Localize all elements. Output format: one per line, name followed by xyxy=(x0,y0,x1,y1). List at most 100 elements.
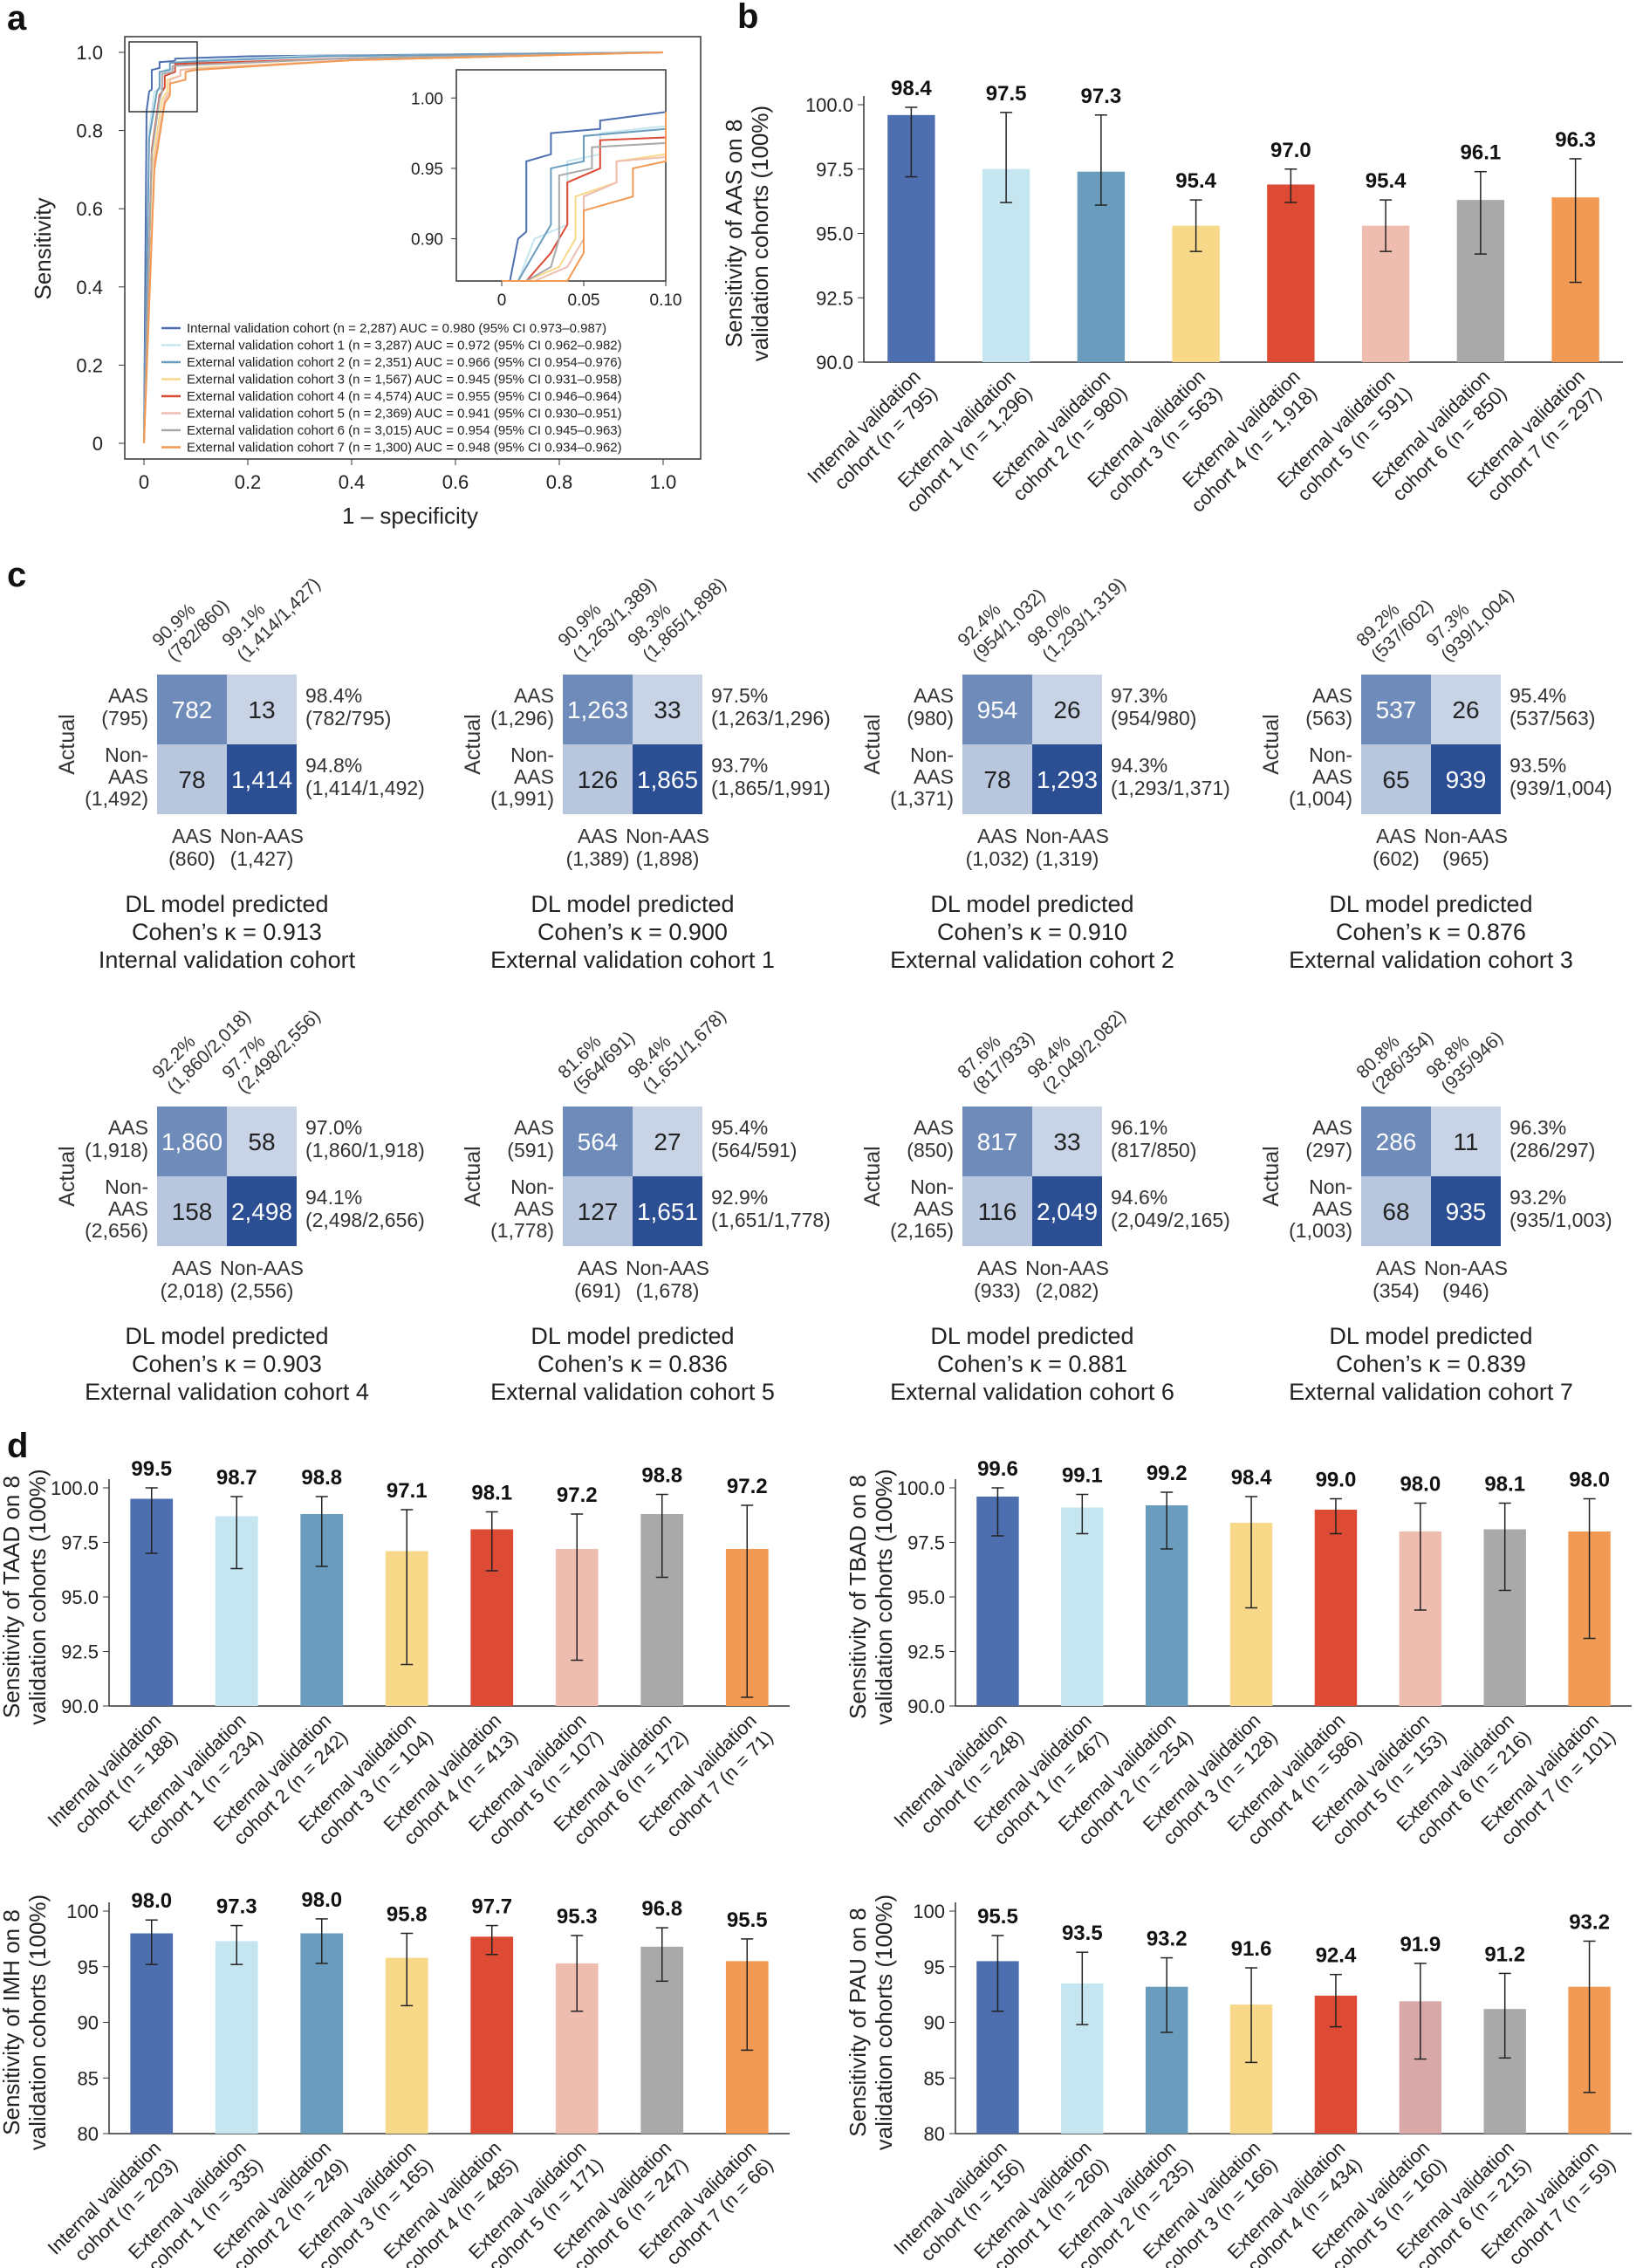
roc-inset-curve xyxy=(502,112,667,282)
cm-cell-value: 65 xyxy=(1382,766,1409,793)
tbad-ytick-label: 95.0 xyxy=(907,1586,945,1608)
cm-row-pct: 94.6% xyxy=(1111,1186,1167,1209)
cm-cell xyxy=(962,744,1032,814)
cm-title: External validation cohort 1 xyxy=(490,947,775,973)
roc-ytick-label: 0.2 xyxy=(76,354,103,376)
cm-cell xyxy=(962,675,1032,744)
roc-inset-curve xyxy=(502,112,667,282)
cm-row-n: (795) xyxy=(101,707,148,730)
roc-xtick-label: 0 xyxy=(139,471,149,493)
cm-row-n: (1,003) xyxy=(1289,1219,1352,1242)
tbad-ytick-label: 97.5 xyxy=(907,1532,945,1554)
roc-legend-entry: External validation cohort 1 (n = 3,287)… xyxy=(187,339,622,353)
imh-value-label: 98.0 xyxy=(131,1889,172,1913)
taad-sensitivity-bar-chart: 90.0 92.5 95.0 97.5 100.0 Sensitivity of TAAD… xyxy=(0,1457,790,1849)
cm-col-pct: 97.3%(939/1,004) xyxy=(1422,570,1517,665)
imh-bar xyxy=(215,1941,258,2134)
cm-cell xyxy=(563,744,633,814)
cm-col-label-aas: AAS xyxy=(578,825,618,847)
roc-inset-curve xyxy=(502,112,667,282)
roc-ytick-label: 1.0 xyxy=(76,42,103,64)
cm-row-pct-frac: (286/297) xyxy=(1510,1139,1595,1161)
roc-xtick-label: 0.2 xyxy=(235,471,262,493)
cm-cell-value: 13 xyxy=(248,696,275,723)
cm-col-label-aas: AAS xyxy=(578,1257,618,1279)
cm-actual-label: Actual xyxy=(860,714,885,774)
cm-predicted-label: DL model predicted xyxy=(1329,1323,1532,1349)
pau-ytick-label: 95 xyxy=(924,1956,945,1978)
cm-cell-value: 78 xyxy=(983,766,1010,793)
imh-value-label: 95.3 xyxy=(557,1905,598,1929)
cm-cell-value: 126 xyxy=(578,766,619,793)
cm-col-label-nonaas: Non-AAS xyxy=(1424,825,1508,847)
cm-row-n: (1,918) xyxy=(85,1139,148,1161)
pau-value-label: 91.9 xyxy=(1400,1933,1441,1956)
cm-col-label-nonaas: Non-AAS xyxy=(220,825,304,847)
cm-row-pct: 93.2% xyxy=(1510,1186,1566,1209)
aas-value-label: 97.0 xyxy=(1270,139,1311,162)
cm-row-label-nonaas: AAS xyxy=(1312,1197,1352,1220)
cm-col-label-aas: AAS xyxy=(977,1257,1017,1279)
cm-row-label-nonaas: Non- xyxy=(910,743,954,766)
cm-kappa: Cohen’s κ = 0.881 xyxy=(937,1351,1127,1377)
cm-cell xyxy=(1032,744,1102,814)
roc-curve xyxy=(143,51,664,444)
cm-col-pct: 89.2%(537/602) xyxy=(1352,581,1437,666)
aas-ylabel-line1: Sensitivity of AAS on 8 xyxy=(721,120,747,348)
roc-xtick-label: 0.6 xyxy=(442,471,469,493)
roc-ytick-label: 0.4 xyxy=(76,277,103,298)
cm-col-pct: 92.4%(954/1,032) xyxy=(954,570,1049,665)
cm-cell xyxy=(1032,675,1102,744)
cm-col-label-aas: AAS xyxy=(977,825,1017,847)
cm-col-n: (2,556) xyxy=(230,1279,294,1302)
roc-ytick-label: 0.8 xyxy=(76,120,103,142)
cm-actual-label: Actual xyxy=(461,1146,485,1206)
aas-value-label: 97.3 xyxy=(1081,85,1122,108)
imh-ytick-label: 90 xyxy=(78,2012,99,2034)
cm-row-pct-frac: (1,414/1,492) xyxy=(305,777,425,799)
cm-row-pct-frac: (537/563) xyxy=(1510,707,1595,730)
roc-curve xyxy=(143,51,664,444)
tbad-value-label: 98.0 xyxy=(1569,1469,1610,1492)
cm-col-n: (860) xyxy=(168,847,216,870)
imh-sensitivity-bar-chart: 80 85 90 95 100 Sensitivity of IMH on 8 valida… xyxy=(0,1888,790,2268)
cm-predicted-label: DL model predicted xyxy=(930,891,1133,917)
cm-row-pct-frac: (939/1,004) xyxy=(1510,777,1612,799)
cm-row-pct: 93.5% xyxy=(1510,754,1566,777)
taad-value-label: 97.1 xyxy=(387,1479,428,1503)
cm-col-label-nonaas: Non-AAS xyxy=(1424,1257,1508,1279)
imh-bar xyxy=(300,1933,344,2134)
cm-cell-value: 1,865 xyxy=(637,766,698,793)
roc-inset-curve xyxy=(502,112,667,282)
cm-row-label-aas: AAS xyxy=(1312,1116,1352,1139)
cm-cell-value: 11 xyxy=(1453,1128,1478,1155)
cm-row-label-nonaas: AAS xyxy=(914,765,954,788)
cm-cell xyxy=(227,1107,297,1176)
tbad-value-label: 99.2 xyxy=(1147,1462,1188,1485)
cm-col-pct: 99.1%(1,414/1,427) xyxy=(218,559,325,666)
imh-value-label: 95.5 xyxy=(727,1908,768,1932)
cm-row-pct-frac: (782/795) xyxy=(305,707,391,730)
roc-inset-ytick-label: 0.90 xyxy=(411,231,443,250)
roc-legend-entry: Internal validation cohort (n = 2,287) A… xyxy=(187,321,606,336)
tbad-value-label: 99.6 xyxy=(977,1457,1018,1481)
tbad-bar xyxy=(1061,1507,1104,1706)
cm-cell-value: 1,651 xyxy=(637,1198,698,1225)
tbad-value-label: 99.1 xyxy=(1062,1464,1103,1488)
roc-chart: 0 0.2 0.4 0.6 0.8 1.000.20.40.60.81.01 – spec… xyxy=(30,36,702,529)
cm-row-pct-frac: (935/1,003) xyxy=(1510,1209,1612,1231)
roc-frame xyxy=(124,36,702,460)
cm-row-pct: 92.9% xyxy=(711,1186,768,1209)
pau-value-label: 93.2 xyxy=(1569,1910,1610,1934)
cm-cell-value: 782 xyxy=(172,696,213,723)
imh-value-label: 95.8 xyxy=(387,1903,428,1927)
cm-row-n: (850) xyxy=(907,1139,954,1161)
aas-ytick-label: 92.5 xyxy=(816,287,853,309)
cm-cell xyxy=(1431,744,1501,814)
taad-ytick-label: 100.0 xyxy=(51,1477,99,1499)
cm-row-pct: 96.3% xyxy=(1510,1116,1566,1139)
cm-row-label-nonaas: AAS xyxy=(514,1197,554,1220)
taad-ylabel-line1: Sensitivity of TAAD on 8 xyxy=(0,1476,24,1718)
cm-actual-label: Actual xyxy=(55,1146,79,1206)
